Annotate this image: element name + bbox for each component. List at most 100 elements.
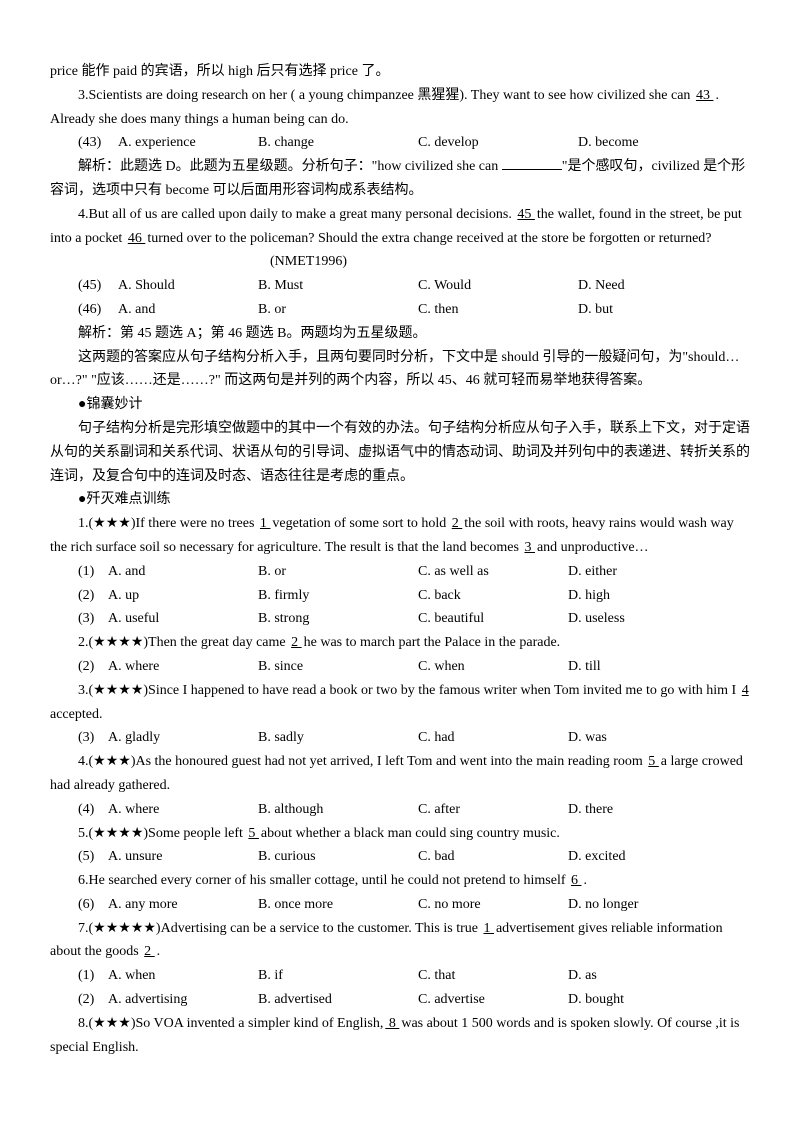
p3-bb3: B. sadly bbox=[258, 726, 418, 750]
p5-stem-2: about whether a black man could sing cou… bbox=[261, 826, 560, 841]
q4-stem-3: turned over to the policeman? Should the… bbox=[147, 231, 711, 246]
drill-title: ●歼灭难点训练 bbox=[50, 488, 750, 512]
opt45-a: A. Should bbox=[118, 274, 258, 298]
blank-43: 43 bbox=[694, 88, 716, 103]
p1-opt3: (3) A. useful B. strong C. beautiful D. … bbox=[50, 607, 750, 631]
p1-stem: 1.(★★★)If there were no trees 1 vegetati… bbox=[50, 512, 750, 560]
opt46-c: C. then bbox=[418, 298, 578, 322]
opt45-c: C. Would bbox=[418, 274, 578, 298]
q4-analysis-l2: 这两题的答案应从句子结构分析入手，且两句要同时分析，下文中是 should 引导… bbox=[50, 346, 750, 394]
p7-d2: D. bought bbox=[568, 988, 624, 1012]
p6-l6: (6) bbox=[78, 893, 108, 917]
p7-stem-3: . bbox=[157, 944, 161, 959]
p5-a5: A. unsure bbox=[108, 845, 258, 869]
p7-d1: D. as bbox=[568, 964, 597, 988]
p3-l3: (3) bbox=[78, 726, 108, 750]
p7-a1: A. when bbox=[108, 964, 258, 988]
p5-b5: 5 bbox=[246, 826, 261, 841]
p7-l2: (2) bbox=[78, 988, 108, 1012]
p2-d2: D. till bbox=[568, 655, 601, 679]
p1-stem-2: vegetation of some sort to hold bbox=[272, 516, 449, 531]
q3-analysis-blank bbox=[502, 169, 562, 170]
p8-stem-1: 8.(★★★)So VOA invented a simpler kind of… bbox=[78, 1016, 383, 1031]
p1-b1: 1 bbox=[258, 516, 273, 531]
p2-opt2: (2) A. where B. since C. when D. till bbox=[50, 655, 750, 679]
p1-c2: C. back bbox=[418, 584, 568, 608]
p3-d3: D. was bbox=[568, 726, 607, 750]
p5-l5: (5) bbox=[78, 845, 108, 869]
q4-options-46: (46) A. and B. or C. then D. but bbox=[50, 298, 750, 322]
q4-options-45: (45) A. Should B. Must C. Would D. Need bbox=[50, 274, 750, 298]
opt46-b: B. or bbox=[258, 298, 418, 322]
p1-opt2: (2) A. up B. firmly C. back D. high bbox=[50, 584, 750, 608]
p5-stem-1: 5.(★★★★)Some people left bbox=[78, 826, 246, 841]
p6-bb6: B. once more bbox=[258, 893, 418, 917]
p7-opt2: (2) A. advertising B. advertised C. adve… bbox=[50, 988, 750, 1012]
p5-bb5: B. curious bbox=[258, 845, 418, 869]
p6-d6: D. no longer bbox=[568, 893, 638, 917]
p5-opt5: (5) A. unsure B. curious C. bad D. excit… bbox=[50, 845, 750, 869]
p1-d2: D. high bbox=[568, 584, 610, 608]
p1-l2: (2) bbox=[78, 584, 108, 608]
p4-stem-1: 4.(★★★)As the honoured guest had not yet… bbox=[78, 754, 646, 769]
p7-b2: 2 bbox=[142, 944, 157, 959]
p7-opt1: (1) A. when B. if C. that D. as bbox=[50, 964, 750, 988]
q3-analysis-1: 解析：此题选 D。此题为五星级题。分析句子："how civilized she… bbox=[78, 159, 502, 174]
opt46-label: (46) bbox=[78, 298, 118, 322]
p1-l1: (1) bbox=[78, 560, 108, 584]
p3-a3: A. gladly bbox=[108, 726, 258, 750]
p6-opt6: (6) A. any more B. once more C. no more … bbox=[50, 893, 750, 917]
p6-b6: 6 bbox=[569, 873, 584, 888]
p4-bb4: B. although bbox=[258, 798, 418, 822]
p6-c6: C. no more bbox=[418, 893, 568, 917]
p7-a2: A. advertising bbox=[108, 988, 258, 1012]
p2-bb2: B. since bbox=[258, 655, 418, 679]
q4-source: (NMET1996) bbox=[270, 254, 347, 269]
p3-c3: C. had bbox=[418, 726, 568, 750]
p6-stem: 6.He searched every corner of his smalle… bbox=[50, 869, 750, 893]
blank-45: 45 bbox=[515, 207, 537, 222]
p2-c2: C. when bbox=[418, 655, 568, 679]
p5-c5: C. bad bbox=[418, 845, 568, 869]
p3-opt3: (3) A. gladly B. sadly C. had D. was bbox=[50, 726, 750, 750]
tips-body: 句子结构分析是完形填空做题中的其中一个有效的办法。句子结构分析应从句子入手，联系… bbox=[50, 417, 750, 488]
p1-a1: A. and bbox=[108, 560, 258, 584]
p2-stem-1: 2.(★★★★)Then the great day came bbox=[78, 635, 289, 650]
q3-stem-1: 3.Scientists are doing research on her (… bbox=[78, 88, 694, 103]
p8-b8: 8 bbox=[383, 1016, 401, 1031]
p3-stem-1: 3.(★★★★)Since I happened to have read a … bbox=[78, 683, 740, 698]
q3-stem: 3.Scientists are doing research on her (… bbox=[50, 84, 750, 132]
p1-opt1: (1) A. and B. or C. as well as D. either bbox=[50, 560, 750, 584]
p3-b4: 4 bbox=[740, 683, 751, 698]
q3-analysis: 解析：此题选 D。此题为五星级题。分析句子："how civilized she… bbox=[50, 155, 750, 203]
p6-stem-1: 6.He searched every corner of his smalle… bbox=[78, 873, 569, 888]
p8-stem: 8.(★★★)So VOA invented a simpler kind of… bbox=[50, 1012, 750, 1060]
p2-stem: 2.(★★★★)Then the great day came 2 he was… bbox=[50, 631, 750, 655]
q4-stem-1: 4.But all of us are called upon daily to… bbox=[78, 207, 515, 222]
p3-stem-2: accepted. bbox=[50, 707, 102, 722]
p7-bb2: B. advertised bbox=[258, 988, 418, 1012]
p1-a3: A. useful bbox=[108, 607, 258, 631]
p4-b5: 5 bbox=[646, 754, 661, 769]
p1-bb3: B. strong bbox=[258, 607, 418, 631]
p2-stem-2: he was to march part the Palace in the p… bbox=[304, 635, 561, 650]
p3-stem: 3.(★★★★)Since I happened to have read a … bbox=[50, 679, 750, 727]
q3-options: (43) A. experience B. change C. develop … bbox=[50, 131, 750, 155]
p4-a4: A. where bbox=[108, 798, 258, 822]
p5-d5: D. excited bbox=[568, 845, 626, 869]
opt46-d: D. but bbox=[578, 298, 613, 322]
p4-stem: 4.(★★★)As the honoured guest had not yet… bbox=[50, 750, 750, 798]
p4-l4: (4) bbox=[78, 798, 108, 822]
p7-c2: C. advertise bbox=[418, 988, 568, 1012]
p1-b2: 2 bbox=[450, 516, 465, 531]
p1-a2: A. up bbox=[108, 584, 258, 608]
intro-line: price 能作 paid 的宾语，所以 high 后只有选择 price 了。 bbox=[50, 60, 750, 84]
opt45-b: B. Must bbox=[258, 274, 418, 298]
p7-l1: (1) bbox=[78, 964, 108, 988]
p1-b3: 3 bbox=[522, 540, 537, 555]
opt46-a: A. and bbox=[118, 298, 258, 322]
tips-title: ●锦囊妙计 bbox=[50, 393, 750, 417]
p1-d1: D. either bbox=[568, 560, 617, 584]
opt43-a: A. experience bbox=[118, 131, 258, 155]
p2-b2: 2 bbox=[289, 635, 304, 650]
